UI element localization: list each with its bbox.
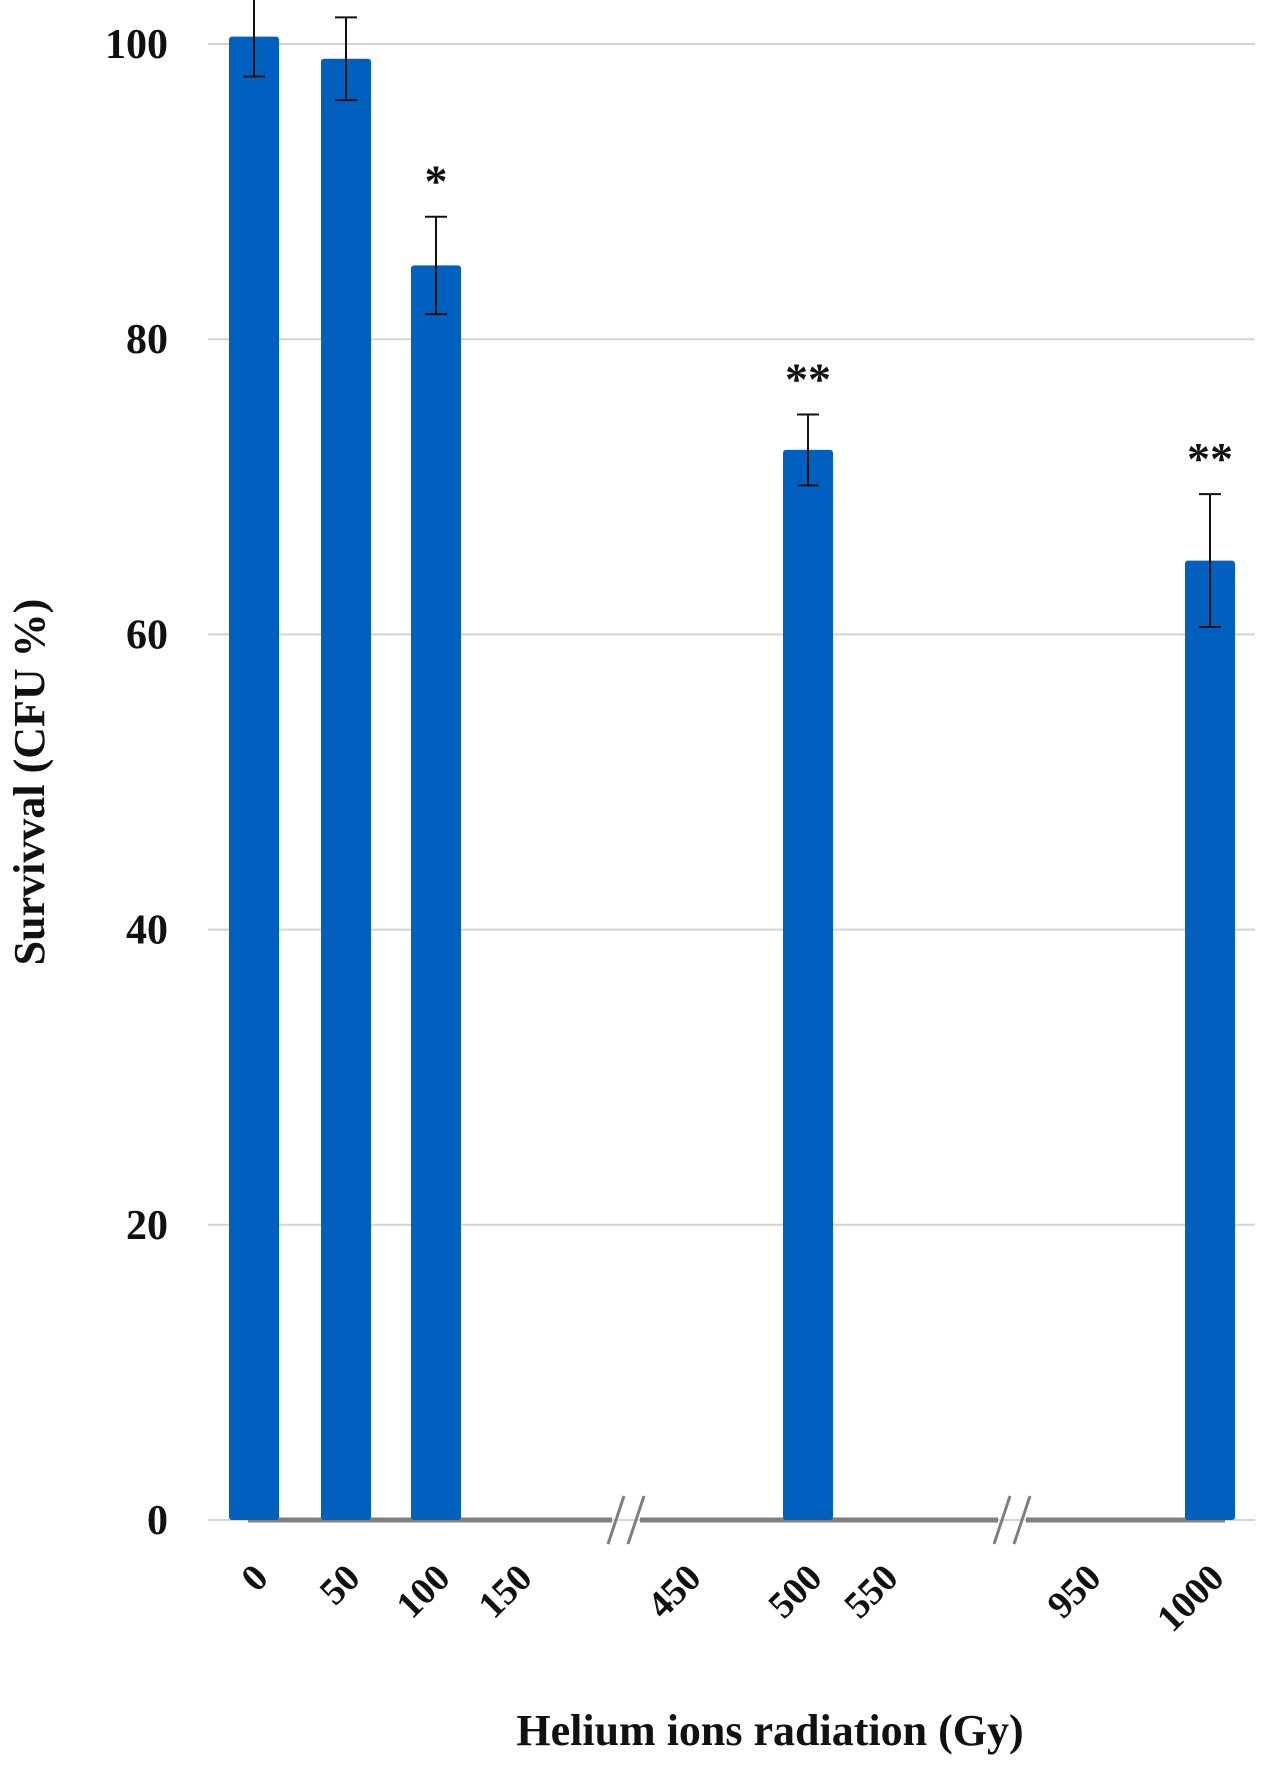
bar <box>229 36 279 1521</box>
y-axis-title: Survivval (CFU %) <box>5 599 54 966</box>
axis-break <box>992 1495 1012 1545</box>
axis-break <box>1012 1495 1032 1545</box>
y-tick-label: 80 <box>126 317 168 363</box>
x-tick-label: 50 <box>312 1557 369 1614</box>
x-tick-label: 500 <box>760 1557 830 1627</box>
significance-label: ** <box>785 353 831 404</box>
axis-break <box>606 1495 626 1545</box>
significance-label: * <box>425 156 448 207</box>
y-tick-label: 60 <box>126 612 168 658</box>
bar <box>1185 560 1235 1520</box>
y-tick-label: 40 <box>126 908 168 954</box>
axis-break <box>626 1495 646 1545</box>
x-axis-title: Helium ions radiation (Gy) <box>516 1706 1023 1755</box>
y-tick-label: 100 <box>105 22 168 68</box>
x-tick-label: 550 <box>836 1557 906 1627</box>
x-tick-label: 950 <box>1039 1557 1109 1627</box>
x-tick-label: 150 <box>470 1557 540 1627</box>
x-tick-label: 1000 <box>1149 1557 1232 1640</box>
y-tick-label: 20 <box>126 1203 168 1249</box>
bar <box>411 265 461 1520</box>
bar <box>321 58 371 1520</box>
significance-label: ** <box>1187 433 1233 484</box>
y-tick-label: 0 <box>147 1498 168 1544</box>
x-tick-label: 100 <box>388 1557 458 1627</box>
bar <box>783 449 833 1520</box>
x-tick-label: 450 <box>639 1557 709 1627</box>
x-tick-label: 0 <box>233 1557 276 1600</box>
